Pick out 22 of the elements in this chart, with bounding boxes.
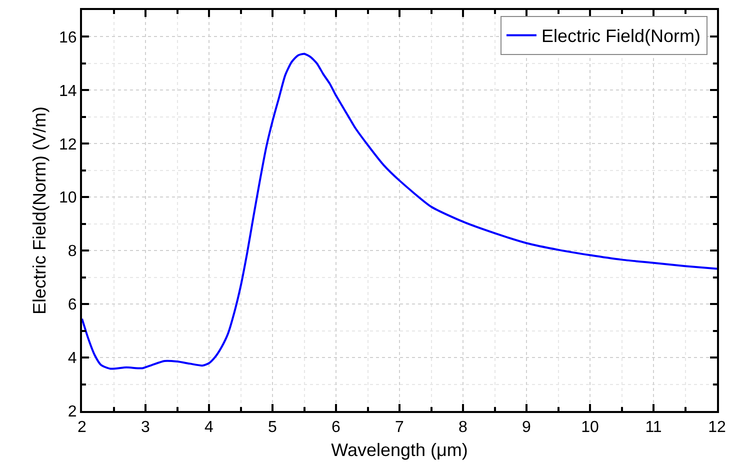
x-tick-label: 10	[581, 419, 599, 436]
x-tick-label: 3	[141, 419, 150, 436]
x-tick-label: 12	[708, 419, 726, 436]
x-tick-label: 7	[395, 419, 404, 436]
y-tick-label: 12	[59, 136, 77, 154]
x-tick-label: 4	[204, 419, 214, 436]
y-axis-title: Electric Field(Norm) (V/m)	[30, 106, 50, 315]
x-tick-label: 9	[522, 419, 532, 436]
y-tick-label: 10	[59, 190, 77, 207]
x-axis-title: Wavelength (μm)	[331, 440, 468, 460]
x-tick-label: 11	[645, 419, 662, 436]
y-tick-label: 16	[59, 29, 77, 46]
legend-label: Electric Field(Norm)	[541, 26, 700, 46]
x-tick-label: 6	[332, 419, 341, 436]
x-tick-label: 5	[268, 419, 278, 436]
x-tick-label: 8	[458, 419, 468, 436]
y-tick-label: 14	[59, 82, 77, 100]
y-tick-label: 8	[68, 243, 77, 260]
y-tick-label: 4	[68, 350, 77, 368]
y-tick-label: 2	[68, 404, 77, 421]
line-series	[82, 52, 717, 370]
y-tick-label: 6	[68, 296, 77, 314]
